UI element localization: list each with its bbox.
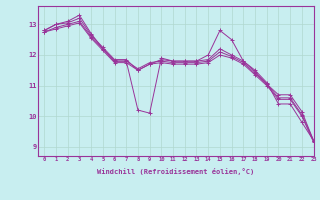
X-axis label: Windchill (Refroidissement éolien,°C): Windchill (Refroidissement éolien,°C) — [97, 168, 255, 175]
